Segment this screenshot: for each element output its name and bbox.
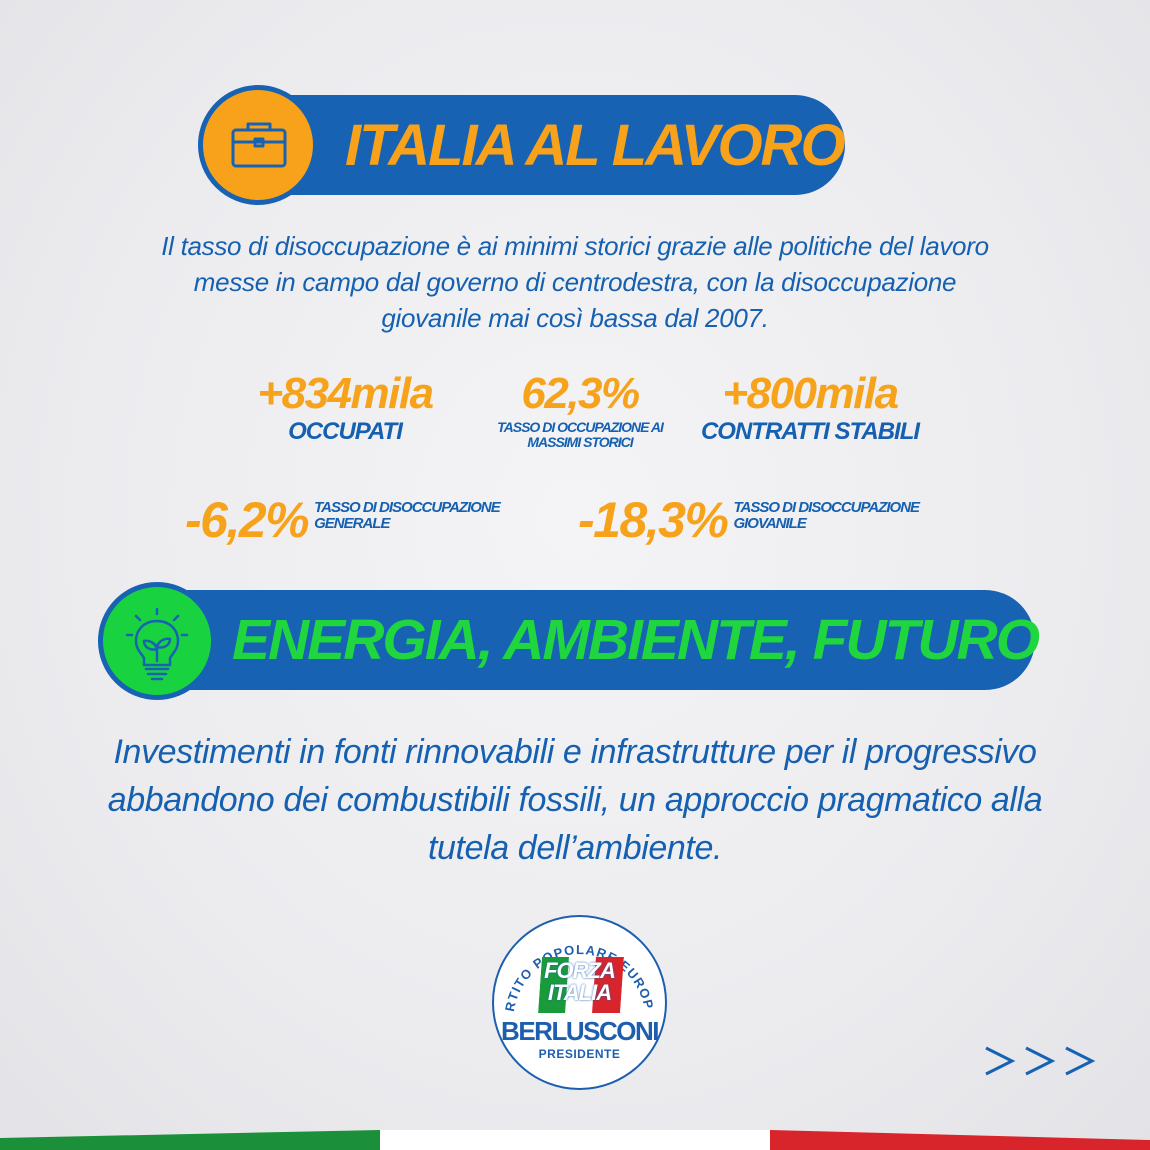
lavoro-description-line: giovanile mai così bassa dal 2007. xyxy=(381,303,769,333)
logo-line2: ITALIA xyxy=(547,980,612,1005)
stat-disoccupazione-generale: -6,2% TASSO DI DISOCCUPAZIONE GENERALE xyxy=(185,492,501,548)
stat-label: CONTRATTI STABILI xyxy=(700,418,920,445)
forza-italia-logo: PARTITO POPOLARE EUROPEO FORZA ITALIA BE… xyxy=(492,915,667,1090)
logo-name: BERLUSCONI xyxy=(501,1016,659,1046)
eco-lightbulb-icon-badge xyxy=(98,582,216,700)
energia-description: Investimenti in fonti rinnovabili e infr… xyxy=(30,728,1120,872)
stat-value: 62,3% xyxy=(521,369,640,418)
lavoro-description-line: Il tasso di disoccupazione è ai minimi s… xyxy=(161,231,989,261)
stat-label-line: TASSO DI DISOCCUPAZIONE xyxy=(733,499,920,517)
stat-label-line: GENERALE xyxy=(314,515,390,532)
stat-value: -18,3% xyxy=(578,492,729,548)
stat-label: OCCUPATI xyxy=(288,418,403,445)
energia-description-line: tutela dell’ambiente. xyxy=(427,829,722,867)
stat-value: -6,2% xyxy=(185,492,310,548)
eco-lightbulb-icon xyxy=(125,607,189,681)
energia-description-line: Investimenti in fonti rinnovabili e infr… xyxy=(113,733,1037,771)
stat-tasso-occupazione: 62,3% TASSO DI OCCUPAZIONE AI MASSIMI ST… xyxy=(480,369,680,450)
energia-description-line: abbandono dei combustibili fossili, un a… xyxy=(107,781,1043,819)
stat-label: TASSO DI DISOCCUPAZIONE GENERALE xyxy=(314,499,501,532)
briefcase-icon xyxy=(231,122,287,168)
stat-disoccupazione-giovanile: -18,3% TASSO DI DISOCCUPAZIONE GIOVANILE xyxy=(578,492,920,548)
stat-occupati: +834mila OCCUPATI xyxy=(225,369,465,445)
section-title-lavoro: ITALIA AL LAVORO xyxy=(345,113,846,178)
triple-chevron-right-icon[interactable] xyxy=(982,1040,1104,1082)
stat-label-line: TASSO DI DISOCCUPAZIONE xyxy=(314,499,501,517)
logo-subtitle: PRESIDENTE xyxy=(538,1047,621,1061)
tricolor-stripe xyxy=(0,1130,1150,1150)
stat-value: +834mila xyxy=(257,369,434,418)
stat-contratti-stabili: +800mila CONTRATTI STABILI xyxy=(690,369,930,445)
briefcase-icon-badge xyxy=(198,85,318,205)
lavoro-description-line: messe in campo dal governo di centrodest… xyxy=(193,267,957,297)
lavoro-description: Il tasso di disoccupazione è ai minimi s… xyxy=(60,228,1090,336)
stat-label: TASSO DI OCCUPAZIONE AI MASSIMI STORICI xyxy=(497,419,664,450)
logo-line1: FORZA xyxy=(544,958,616,983)
stat-value: +800mila xyxy=(722,369,899,418)
section-title-energia: ENERGIA, AMBIENTE, FUTURO xyxy=(232,608,1040,672)
stat-label-line: GIOVANILE xyxy=(733,515,806,532)
section-banner-energia xyxy=(105,590,1035,690)
stat-label: TASSO DI DISOCCUPAZIONE GIOVANILE xyxy=(733,499,920,532)
